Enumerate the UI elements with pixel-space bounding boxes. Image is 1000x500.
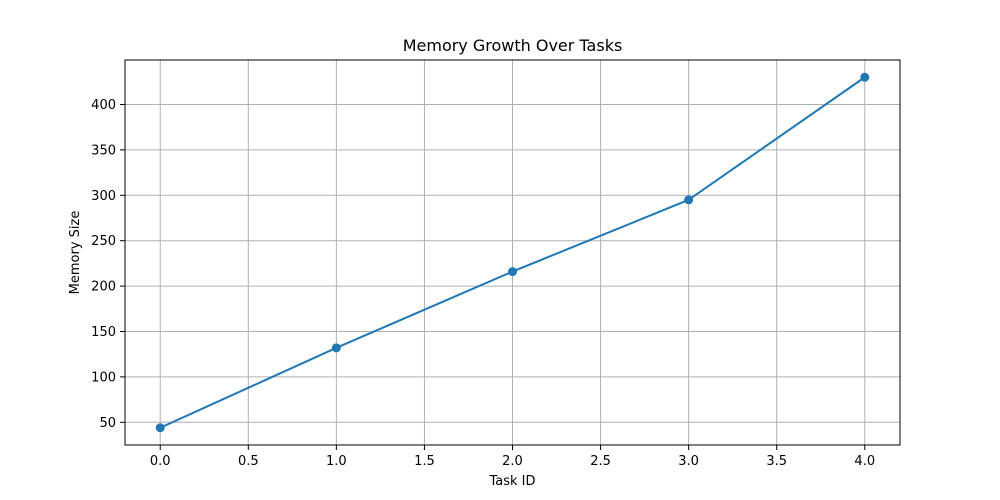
- x-tick-label: 2.0: [502, 454, 523, 469]
- x-tick-label: 3.0: [678, 454, 699, 469]
- data-point: [860, 72, 870, 82]
- series-layer: [155, 72, 870, 433]
- y-tick-label: 50: [99, 416, 116, 431]
- y-tick-label: 400: [91, 98, 116, 113]
- x-tick-label: 4.0: [854, 454, 875, 469]
- x-tick-label: 1.0: [326, 454, 347, 469]
- y-tick-label: 200: [91, 280, 116, 295]
- x-tick-label: 1.5: [414, 454, 435, 469]
- y-tick-label: 350: [91, 143, 116, 158]
- data-point: [684, 195, 694, 205]
- x-tick-label: 3.5: [766, 454, 787, 469]
- x-tick-label: 0.5: [238, 454, 259, 469]
- y-tick-label: 300: [91, 189, 116, 204]
- y-tick-label: 100: [91, 370, 116, 385]
- data-point: [155, 423, 165, 433]
- y-axis-label: Memory Size: [68, 211, 83, 295]
- y-tick-label: 250: [91, 234, 116, 249]
- x-axis-label: Task ID: [488, 474, 535, 489]
- data-point: [508, 267, 517, 277]
- x-tick-label: 0.0: [150, 454, 171, 469]
- x-tick-label: 2.5: [590, 454, 611, 469]
- tick-layer: 0.0 0.5 1.0 1.5 2.0 2.5 3.0 3.5 4.0 50 100 150 200 25…: [91, 98, 875, 469]
- chart-title: Memory Growth Over Tasks: [403, 36, 623, 55]
- grid-lines: [125, 60, 900, 445]
- y-tick-label: 150: [91, 325, 116, 340]
- data-point: [331, 343, 341, 353]
